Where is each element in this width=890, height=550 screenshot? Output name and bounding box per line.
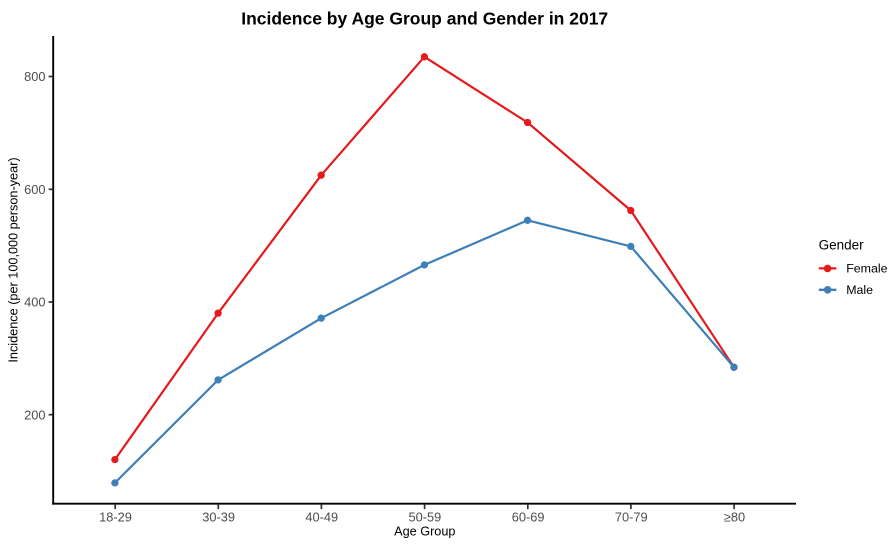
svg-text:≥80: ≥80 bbox=[724, 509, 745, 524]
svg-text:800: 800 bbox=[24, 69, 45, 84]
svg-text:600: 600 bbox=[24, 182, 45, 197]
svg-text:50-59: 50-59 bbox=[409, 509, 442, 524]
svg-text:60-69: 60-69 bbox=[512, 509, 545, 524]
svg-text:30-39: 30-39 bbox=[202, 509, 235, 524]
svg-text:200: 200 bbox=[24, 407, 45, 422]
svg-text:70-79: 70-79 bbox=[615, 509, 648, 524]
svg-text:18-29: 18-29 bbox=[99, 509, 132, 524]
svg-text:Incidence by Age Group and Gen: Incidence by Age Group and Gender in 201… bbox=[241, 9, 608, 29]
svg-text:Age Group: Age Group bbox=[394, 524, 455, 538]
svg-text:Gender: Gender bbox=[819, 237, 865, 252]
svg-text:40-49: 40-49 bbox=[305, 509, 338, 524]
svg-text:Female: Female bbox=[846, 261, 887, 275]
svg-text:400: 400 bbox=[24, 295, 45, 310]
svg-text:Male: Male bbox=[846, 283, 873, 297]
svg-text:Incidence (per 100,000 person-: Incidence (per 100,000 person-year) bbox=[7, 157, 21, 362]
